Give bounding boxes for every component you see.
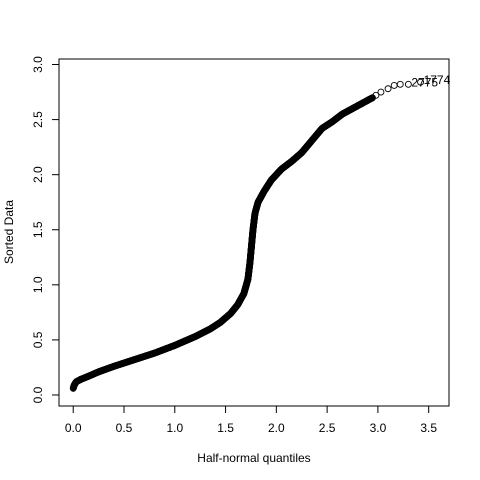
data-points <box>69 78 425 392</box>
y-tick-label: 0.0 <box>31 386 45 403</box>
x-tick-label: 1.5 <box>217 421 234 435</box>
x-tick-label: 3.5 <box>420 421 437 435</box>
data-point <box>396 80 404 88</box>
data-point <box>377 88 385 96</box>
x-tick-label: 2.5 <box>319 421 336 435</box>
y-axis: 0.0 0.5 1.0 1.5 2.0 2.5 3.0 <box>31 56 60 403</box>
x-tick-label: 3.0 <box>370 421 387 435</box>
data-point <box>384 85 392 93</box>
x-tick-label: 2.0 <box>268 421 285 435</box>
x-axis: 0.0 0.5 1.0 1.5 2.0 2.5 3.0 3.5 <box>65 405 437 435</box>
y-tick-label: 3.0 <box>31 56 45 73</box>
x-tick-label: 0.5 <box>116 421 133 435</box>
data-point <box>390 81 398 89</box>
y-tick-label: 1.5 <box>31 221 45 238</box>
data-point <box>369 94 376 102</box>
y-axis-label: Sorted Data <box>2 200 16 264</box>
x-tick-label: 1.0 <box>166 421 183 435</box>
y-tick-label: 2.5 <box>31 111 45 128</box>
y-tick-label: 1.0 <box>31 276 45 293</box>
y-tick-label: 0.5 <box>31 331 45 348</box>
data-point <box>372 91 380 99</box>
data-point <box>417 78 425 86</box>
data-point <box>404 80 412 88</box>
x-tick-label: 0.0 <box>65 421 82 435</box>
point-annotation: 1774 <box>424 73 451 87</box>
y-tick-label: 2.0 <box>31 166 45 183</box>
point-annotation: 2775 <box>411 75 438 89</box>
x-axis-label: Half-normal quantiles <box>197 451 310 465</box>
